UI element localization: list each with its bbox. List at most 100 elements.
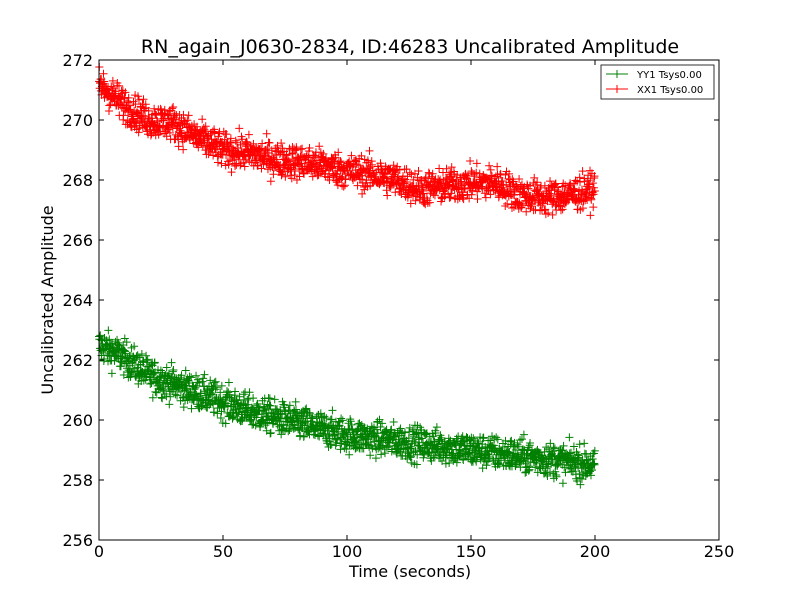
data-point	[243, 395, 252, 404]
data-point	[238, 135, 247, 144]
data-point	[481, 193, 490, 202]
data-point	[407, 170, 416, 179]
data-point	[419, 450, 428, 459]
data-point	[538, 199, 547, 208]
data-point	[204, 150, 213, 159]
data-point	[158, 394, 167, 403]
data-point	[347, 420, 356, 429]
data-point	[258, 139, 267, 148]
data-point	[421, 430, 430, 439]
data-point	[175, 124, 184, 133]
data-point	[177, 371, 186, 380]
data-point	[212, 383, 221, 392]
data-point	[217, 407, 226, 416]
data-point	[428, 169, 437, 178]
data-point	[294, 425, 303, 434]
data-point	[255, 145, 264, 154]
data-point	[124, 93, 133, 102]
data-point	[541, 464, 550, 473]
data-point	[558, 479, 567, 488]
data-point	[157, 393, 166, 402]
data-point	[466, 157, 475, 166]
data-point	[320, 412, 329, 421]
data-point	[580, 449, 589, 458]
data-point	[214, 129, 223, 138]
data-point	[588, 179, 597, 188]
data-point	[299, 412, 308, 421]
data-point	[422, 439, 431, 448]
data-point	[181, 366, 190, 375]
data-point	[486, 190, 495, 199]
data-point	[570, 187, 579, 196]
x-tick-label: 0	[94, 542, 104, 561]
data-point	[435, 164, 444, 173]
data-point	[533, 178, 542, 187]
data-point	[425, 198, 434, 207]
data-point	[105, 101, 114, 110]
data-point	[507, 436, 516, 445]
data-point	[342, 429, 351, 438]
data-point	[267, 146, 276, 155]
legend-box	[600, 64, 715, 100]
data-point	[264, 393, 273, 402]
data-point	[159, 386, 168, 395]
data-point	[185, 372, 194, 381]
data-point	[213, 158, 222, 167]
data-point	[382, 178, 391, 187]
data-point	[542, 443, 551, 452]
data-point	[406, 199, 415, 208]
data-point	[328, 406, 337, 415]
data-point	[168, 367, 177, 376]
data-point	[390, 166, 399, 175]
data-point	[473, 194, 482, 203]
data-point	[565, 433, 574, 442]
data-point	[549, 443, 558, 452]
y-tick-label: 268	[62, 171, 93, 190]
data-point	[551, 180, 560, 189]
data-point	[589, 183, 598, 192]
data-point	[282, 151, 291, 160]
data-point	[176, 387, 185, 396]
data-point	[402, 177, 411, 186]
data-point	[395, 165, 404, 174]
data-point	[265, 394, 274, 403]
data-point	[153, 122, 162, 131]
data-point	[497, 456, 506, 465]
data-point	[135, 353, 144, 362]
y-tick-label: 262	[62, 351, 93, 370]
data-point	[174, 142, 183, 151]
data-point	[380, 179, 389, 188]
data-point	[290, 171, 299, 180]
data-point	[558, 205, 567, 214]
data-point	[169, 102, 178, 111]
y-tick-label: 258	[62, 471, 93, 490]
data-point	[134, 128, 143, 137]
y-tick-label: 266	[62, 231, 93, 250]
data-point	[200, 125, 209, 134]
data-point	[553, 183, 562, 192]
data-point	[518, 187, 527, 196]
data-point	[442, 164, 451, 173]
data-point	[134, 95, 143, 104]
data-point	[559, 441, 568, 450]
data-point	[556, 206, 565, 215]
data-point	[452, 458, 461, 467]
data-point	[479, 433, 488, 442]
data-point	[339, 182, 348, 191]
data-point	[305, 409, 314, 418]
data-point	[228, 156, 237, 165]
data-point	[278, 168, 287, 177]
data-point	[165, 400, 174, 409]
data-point	[217, 159, 226, 168]
data-point	[414, 167, 423, 176]
data-point	[182, 384, 191, 393]
data-point	[96, 331, 105, 340]
data-point	[378, 419, 387, 428]
data-point	[192, 390, 201, 399]
data-point	[257, 164, 266, 173]
data-point	[245, 388, 254, 397]
data-point	[126, 105, 135, 114]
data-point	[322, 414, 331, 423]
data-point	[386, 183, 395, 192]
data-point	[337, 158, 346, 167]
